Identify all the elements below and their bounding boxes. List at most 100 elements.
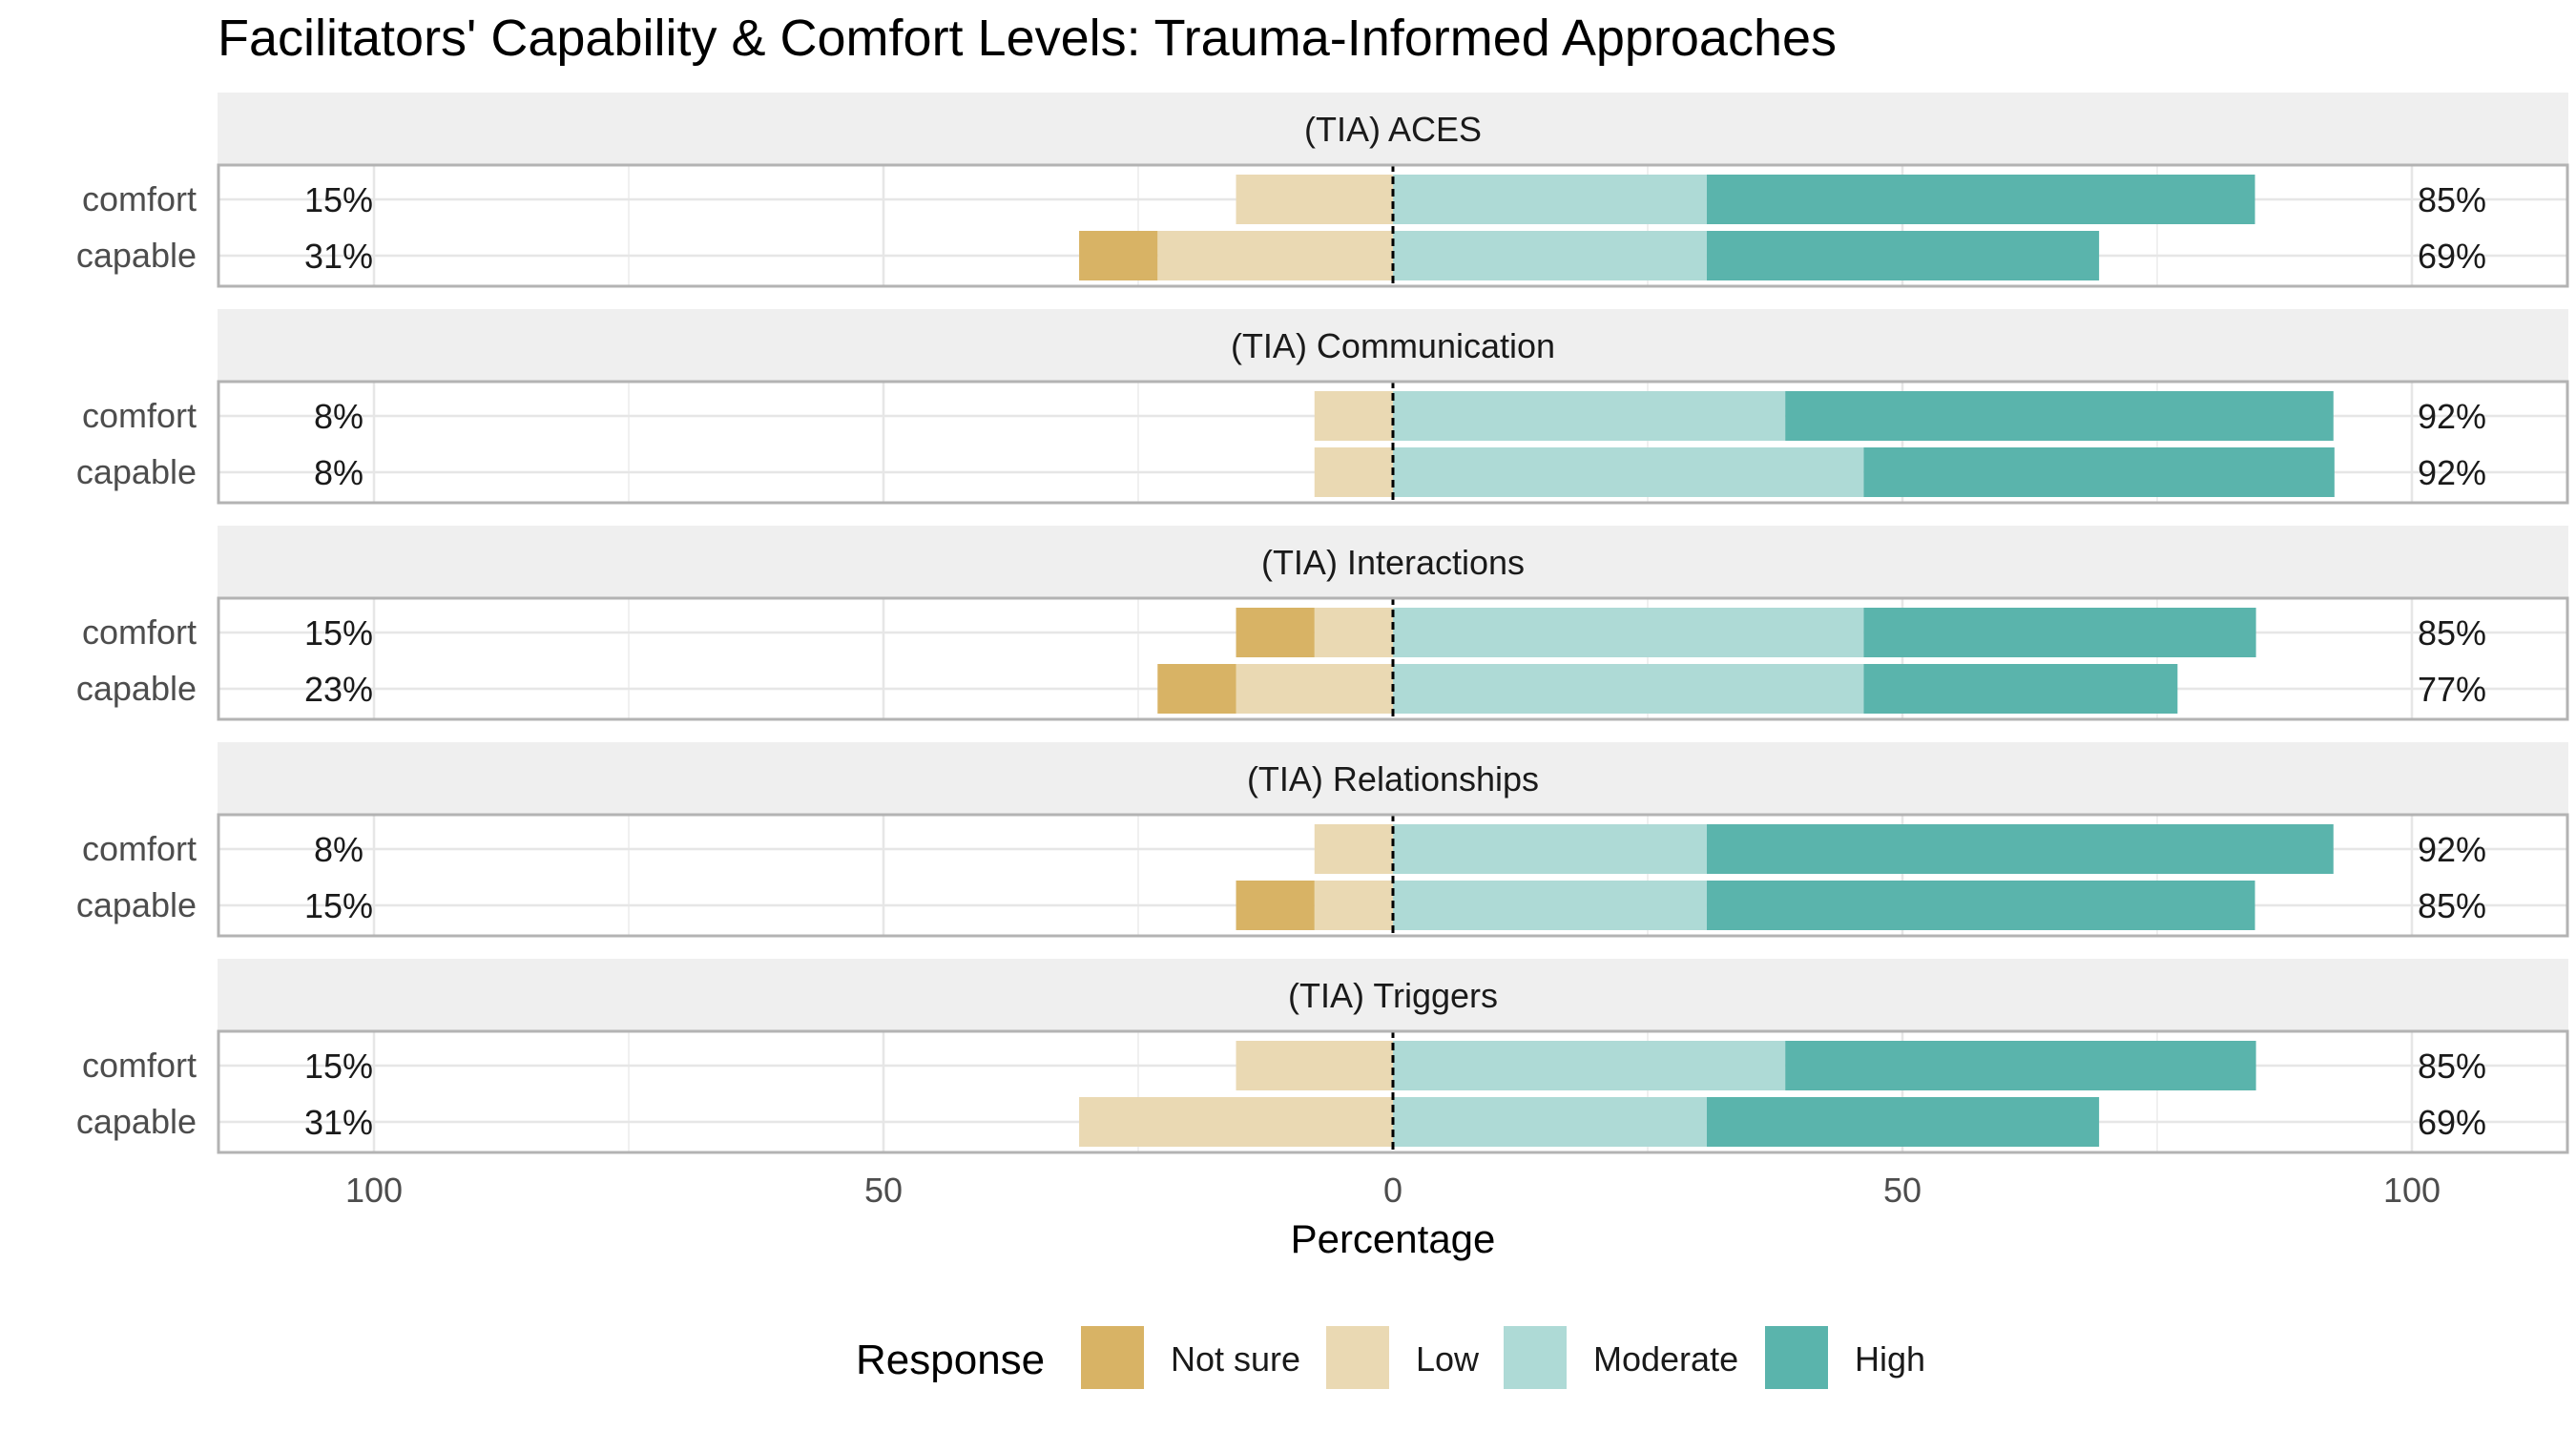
x-tick-label: 50 <box>1883 1171 1922 1210</box>
row-label: comfort <box>82 1046 197 1085</box>
left-percent-label: 15% <box>304 1047 373 1086</box>
bar-low <box>1314 608 1393 657</box>
facet-strip <box>218 742 2568 814</box>
left-percent-label: 15% <box>304 613 373 653</box>
row-label: comfort <box>82 612 197 652</box>
bar-high <box>1863 447 2335 497</box>
bar-moderate <box>1393 664 1864 714</box>
facet-panel: (TIA) Interactions comfort 15% 85% capable 23… <box>76 526 2569 721</box>
bar-low <box>1314 881 1393 930</box>
left-percent-label: 15% <box>304 886 373 925</box>
right-percent-label: 92% <box>2418 397 2486 436</box>
facet-strip-label: (TIA) Communication <box>1231 326 1555 365</box>
facet-panel: (TIA) Relationships comfort 8% 92% capable 15… <box>76 742 2569 938</box>
right-percent-label: 85% <box>2418 886 2486 925</box>
facet-panel: (TIA) ACES comfort 15% 85% capable 31% 69% <box>76 93 2569 288</box>
bar-not-sure <box>1236 608 1315 657</box>
facet-strip <box>218 93 2568 164</box>
bar-low <box>1314 824 1393 874</box>
facet-panel: (TIA) Triggers comfort 15% 85% capable 31% 69% <box>76 959 2569 1154</box>
x-tick-label: 100 <box>345 1171 403 1210</box>
right-percent-label: 77% <box>2418 670 2486 709</box>
panel-border <box>217 596 2569 721</box>
facet-strip <box>218 959 2568 1030</box>
chart-title: Facilitators' Capability & Comfort Level… <box>218 10 1837 67</box>
legend-key <box>1326 1326 1389 1389</box>
panel-border <box>217 163 2569 288</box>
facet-strip-label: (TIA) Relationships <box>1247 759 1539 798</box>
bar-low <box>1236 664 1393 714</box>
bar-moderate <box>1393 391 1786 441</box>
bar-high <box>1706 175 2255 224</box>
legend-key <box>1765 1326 1828 1389</box>
left-percent-label: 23% <box>304 670 373 709</box>
row-label: comfort <box>82 179 197 218</box>
legend-item-label: Low <box>1416 1339 1480 1379</box>
bar-moderate <box>1393 231 1707 280</box>
bar-low <box>1079 1097 1393 1147</box>
bar-moderate <box>1393 1041 1786 1090</box>
panel-border <box>217 1029 2569 1154</box>
facet-panel: (TIA) Communication comfort 8% 92% capable 8%… <box>76 309 2569 505</box>
row-label: capable <box>76 885 197 924</box>
bar-high <box>1706 1097 2100 1147</box>
legend-key <box>1504 1326 1567 1389</box>
legend: Response Not sure Low Moderate High <box>856 1326 1925 1389</box>
facet-strip-label: (TIA) Triggers <box>1288 976 1498 1015</box>
bar-moderate <box>1393 881 1707 930</box>
bar-high <box>1863 608 2256 657</box>
row-label: capable <box>76 1102 197 1141</box>
left-percent-label: 31% <box>304 1103 373 1142</box>
left-percent-label: 31% <box>304 237 373 276</box>
bar-moderate <box>1393 824 1707 874</box>
right-percent-label: 92% <box>2418 830 2486 869</box>
bar-low <box>1314 447 1393 497</box>
left-percent-label: 8% <box>314 397 364 436</box>
facet-strip <box>218 526 2568 597</box>
bar-high <box>1706 881 2255 930</box>
panel-border <box>217 380 2569 505</box>
legend-item-label: High <box>1855 1339 1925 1379</box>
bar-high <box>1785 391 2334 441</box>
row-label: capable <box>76 452 197 491</box>
row-label: capable <box>76 236 197 275</box>
x-tick-label: 100 <box>2383 1171 2441 1210</box>
bar-not-sure <box>1236 881 1315 930</box>
bar-moderate <box>1393 447 1864 497</box>
x-tick-label: 0 <box>1383 1171 1402 1210</box>
x-tick-label: 50 <box>864 1171 903 1210</box>
bar-high <box>1706 824 2334 874</box>
left-percent-label: 15% <box>304 180 373 219</box>
bar-not-sure <box>1157 664 1236 714</box>
facet-strip <box>218 309 2568 381</box>
facet-strip-label: (TIA) Interactions <box>1261 543 1525 582</box>
row-label: comfort <box>82 829 197 868</box>
right-percent-label: 92% <box>2418 453 2486 492</box>
bar-moderate <box>1393 608 1864 657</box>
right-percent-label: 85% <box>2418 613 2486 653</box>
legend-item-label: Not sure <box>1171 1339 1300 1379</box>
right-percent-label: 85% <box>2418 180 2486 219</box>
bar-high <box>1785 1041 2256 1090</box>
panel-border <box>217 813 2569 938</box>
x-axis: 100 50 0 50 100 <box>345 1171 2441 1210</box>
bar-low <box>1236 175 1393 224</box>
bar-high <box>1863 664 2178 714</box>
row-label: comfort <box>82 396 197 435</box>
x-axis-label: Percentage <box>1291 1216 1496 1261</box>
legend-item-label: Moderate <box>1593 1339 1738 1379</box>
right-percent-label: 69% <box>2418 237 2486 276</box>
bar-low <box>1236 1041 1393 1090</box>
bar-moderate <box>1393 1097 1707 1147</box>
bar-low <box>1157 231 1393 280</box>
legend-key <box>1081 1326 1144 1389</box>
bar-low <box>1314 391 1393 441</box>
bar-not-sure <box>1079 231 1158 280</box>
row-label: capable <box>76 669 197 708</box>
left-percent-label: 8% <box>314 830 364 869</box>
bar-moderate <box>1393 175 1707 224</box>
right-percent-label: 85% <box>2418 1047 2486 1086</box>
bar-high <box>1706 231 2100 280</box>
